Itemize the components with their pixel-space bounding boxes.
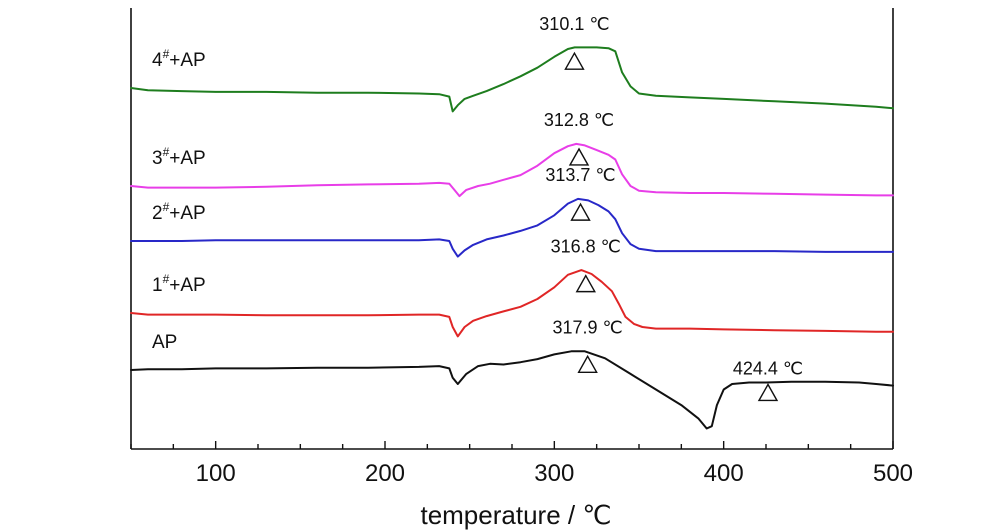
series-line (130, 197, 894, 258)
series-label: 2#+AP (152, 200, 206, 224)
series-label: 3#+AP (152, 145, 206, 169)
series-line (130, 142, 894, 198)
x-tick-label: 400 (704, 460, 744, 487)
x-tick-label: 300 (534, 460, 574, 487)
peak-annotation: 312.8 ℃ (544, 110, 614, 130)
peak-marker-triangle (570, 202, 591, 221)
peak-annotation: 310.1 ℃ (539, 14, 609, 34)
peak-annotation: 313.7 ℃ (545, 165, 615, 185)
series-line (130, 269, 894, 338)
peak-annotation: 424.4 ℃ (733, 358, 803, 378)
x-axis-title: temperature / ℃ (420, 500, 611, 530)
peak-annotation: 316.8 ℃ (551, 237, 621, 257)
series-label: 4#+AP (152, 47, 206, 71)
peak-marker-triangle (564, 51, 585, 70)
peak-marker-triangle (575, 274, 596, 293)
axis-layer: 100 200 300 400 500 (130, 441, 913, 487)
peak-marker-triangle (757, 383, 779, 402)
x-tick-label: 200 (365, 460, 405, 487)
x-tick-label: 100 (196, 460, 236, 487)
series-line (130, 46, 894, 113)
x-tick-label: 500 (873, 460, 913, 487)
peak-annotation: 317.9 ℃ (553, 317, 623, 337)
peak-marker-triangle (568, 147, 590, 166)
label-layer: 4#+AP 3#+AP 2#+AP 1#+AP AP (152, 47, 206, 353)
series-label: 1#+AP (152, 272, 206, 296)
series-label: AP (152, 332, 177, 353)
series-line (130, 350, 894, 430)
peak-marker-triangle (577, 354, 598, 373)
series-layer (130, 46, 894, 430)
annotation-layer: 310.1 ℃ 312.8 ℃ 313.7 ℃ 316.8 ℃ 317.9 ℃ 424.4… (539, 14, 803, 402)
